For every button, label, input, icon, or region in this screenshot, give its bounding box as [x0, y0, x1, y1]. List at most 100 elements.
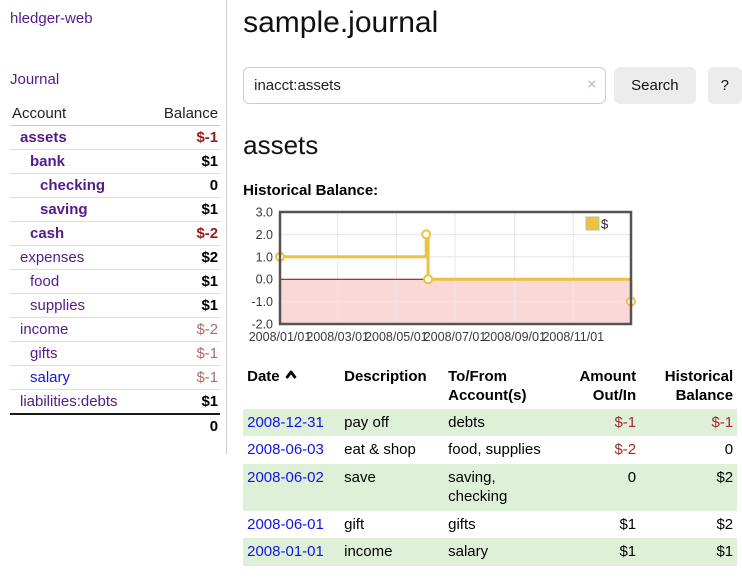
- data-point-marker[interactable]: [423, 274, 434, 285]
- x-tick-label: 2008/09/01: [483, 330, 546, 344]
- account-row: gifts $-1: [10, 341, 221, 366]
- account-row: expenses $2: [10, 245, 221, 270]
- brand-link[interactable]: hledger-web: [10, 10, 93, 27]
- account-link-salary[interactable]: salary: [30, 369, 71, 386]
- account-balance: $-1: [147, 125, 221, 150]
- legend-swatch: [585, 216, 600, 231]
- transaction-amount: $-1: [614, 413, 637, 431]
- account-balance: $1: [147, 149, 221, 174]
- sidebar-item-journal[interactable]: Journal: [10, 71, 60, 88]
- date-column-header[interactable]: Date: [243, 365, 340, 409]
- help-button[interactable]: ?: [707, 67, 742, 104]
- balance-column-header: Balance: [147, 102, 221, 126]
- transaction-balance: $1: [716, 543, 734, 560]
- page-title: sample.journal: [243, 6, 439, 39]
- accounts-total-row: 0: [10, 413, 221, 438]
- account-link-income[interactable]: income: [20, 321, 69, 338]
- transaction-balance: $2: [716, 468, 734, 486]
- account-column-header: Account: [10, 102, 148, 126]
- balance-column-header: Historical Balance: [664, 368, 734, 404]
- account-balance: $1: [147, 197, 221, 222]
- account-balance: 0: [147, 173, 221, 198]
- transaction-amount: $1: [619, 515, 637, 533]
- search-form: × Search ?: [243, 67, 742, 104]
- account-row: checking 0: [10, 173, 221, 198]
- transaction-date-link[interactable]: 2008-06-03: [247, 441, 324, 458]
- transaction-description: pay off: [344, 413, 389, 431]
- data-point-marker[interactable]: [421, 229, 432, 240]
- account-link-bank[interactable]: bank: [30, 153, 66, 170]
- account-balance: $2: [147, 245, 221, 270]
- account-link-cash[interactable]: cash: [30, 225, 65, 242]
- account-link-expenses[interactable]: expenses: [20, 249, 85, 266]
- chart-border: [278, 210, 633, 326]
- account-link-assets[interactable]: assets: [20, 129, 67, 146]
- chart-title: Historical Balance:: [243, 182, 379, 199]
- account-balance: $1: [147, 293, 221, 318]
- transaction-accounts: salary: [448, 543, 489, 560]
- account-link-supplies[interactable]: supplies: [30, 297, 86, 314]
- transaction-accounts: debts: [448, 413, 485, 431]
- account-balance: $1: [147, 389, 221, 415]
- transaction-row: 2008-01-01 income salary $1 $1: [243, 538, 738, 566]
- x-tick-label: 2008/03/01: [307, 330, 370, 344]
- accounts-table: Account Balance assets $-1 bank $1 check…: [10, 102, 221, 438]
- transaction-row: 2008-12-31 pay off debts $-1 $-1: [243, 408, 738, 436]
- account-row: salary $-1: [10, 365, 221, 390]
- account-balance: $1: [147, 269, 221, 294]
- account-link-gifts[interactable]: gifts: [30, 345, 58, 362]
- account-row: liabilities:debts $1: [10, 389, 221, 415]
- account-balance: $-2: [147, 221, 221, 246]
- transaction-date-link[interactable]: 2008-06-01: [247, 515, 324, 533]
- date-header-label: Date: [247, 368, 280, 385]
- transaction-row: 2008-06-01 gift gifts $1 $2: [243, 511, 737, 539]
- search-input[interactable]: [243, 67, 607, 104]
- transaction-date-link[interactable]: 2008-01-01: [247, 543, 324, 560]
- transaction-date-link[interactable]: 2008-06-02: [247, 468, 324, 486]
- x-tick-label: 2008/11/01: [543, 330, 605, 344]
- y-tick-label: 3.0: [256, 206, 273, 220]
- account-row: income $-2: [10, 317, 221, 342]
- accounts-total-value: 0: [147, 413, 221, 438]
- search-button[interactable]: Search: [614, 67, 696, 104]
- x-tick-label: 2008/01/01: [249, 330, 312, 344]
- transaction-accounts: food, supplies: [448, 441, 541, 458]
- y-tick-label: -1.0: [252, 295, 274, 309]
- sort-ascending-icon: [285, 370, 297, 379]
- account-link-liabilities-debts[interactable]: liabilities:debts: [20, 393, 118, 410]
- account-link-saving[interactable]: saving: [40, 201, 88, 218]
- account-link-food[interactable]: food: [30, 273, 60, 290]
- account-link-checking[interactable]: checking: [40, 177, 106, 194]
- search-input-wrap: ×: [243, 67, 607, 104]
- transaction-balance: 0: [724, 441, 734, 458]
- account-row: supplies $1: [10, 293, 221, 318]
- legend-label: $: [601, 217, 609, 232]
- clear-search-icon[interactable]: ×: [587, 76, 597, 93]
- transaction-amount: $1: [619, 543, 637, 560]
- account-balance: $-2: [147, 317, 221, 342]
- y-tick-label: 2.0: [256, 228, 273, 242]
- transaction-date-link[interactable]: 2008-12-31: [247, 413, 324, 431]
- account-balance: $-1: [147, 365, 221, 390]
- x-tick-label: 2008/05/01: [365, 330, 428, 344]
- transaction-description: income: [344, 543, 393, 560]
- transaction-description: eat & shop: [344, 441, 416, 458]
- transaction-accounts: saving, checking: [448, 468, 508, 506]
- x-tick-label: 2008/07/01: [424, 330, 487, 344]
- account-row: food $1: [10, 269, 221, 294]
- account-row: cash $-2: [10, 221, 221, 246]
- main-content: sample.journal × Search ? assets Histori…: [227, 0, 742, 566]
- transaction-description: save: [344, 468, 376, 486]
- transaction-accounts: gifts: [448, 515, 476, 533]
- y-tick-label: 1.0: [256, 250, 273, 264]
- account-row: saving $1: [10, 197, 221, 222]
- y-tick-label: -2.0: [252, 318, 274, 332]
- y-tick-label: 0.0: [256, 273, 273, 287]
- description-column-header: Description: [344, 368, 427, 385]
- transaction-row: 2008-06-03 eat & shop food, supplies $-2…: [243, 436, 737, 464]
- balance-chart[interactable]: 3.0 2.0 1.0 0.0 -1.0 -2.02008/01/012008/03/01…: [243, 206, 643, 348]
- app-layout: hledger-web Journal Account Balance asse…: [10, 0, 742, 566]
- transaction-description: gift: [344, 515, 365, 533]
- register-table: Date Description To/From Account(s) Amou…: [243, 365, 738, 566]
- transaction-balance: $2: [716, 515, 734, 533]
